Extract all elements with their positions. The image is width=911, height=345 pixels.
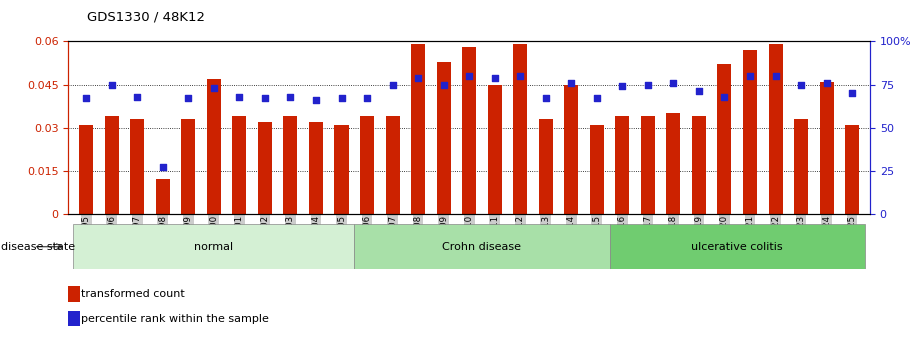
Bar [436,61,451,214]
Bar [79,125,93,214]
FancyBboxPatch shape [74,224,354,269]
Bar [589,125,604,214]
Point [768,73,783,79]
Text: GDS1330 / 48K12: GDS1330 / 48K12 [87,10,205,23]
Bar [743,50,757,214]
FancyBboxPatch shape [354,224,609,269]
Bar [207,79,220,214]
Point [258,96,272,101]
Bar [718,65,732,214]
Point [156,165,170,170]
Point [691,89,706,94]
Text: Crohn disease: Crohn disease [443,242,521,252]
Point [717,94,732,99]
Point [207,85,221,91]
Text: percentile rank within the sample: percentile rank within the sample [81,314,269,324]
Bar [640,116,655,214]
Point [819,80,834,86]
Point [436,82,451,87]
Point [640,82,655,87]
Point [793,82,808,87]
Bar [283,116,298,214]
Point [283,94,298,99]
Bar [794,119,808,214]
Bar [538,119,553,214]
Point [105,82,119,87]
Point [487,75,502,80]
Bar [334,125,349,214]
Text: normal: normal [194,242,233,252]
Bar [666,113,681,214]
Point [462,73,476,79]
Point [79,96,94,101]
Bar [513,44,527,214]
Point [411,75,425,80]
Point [360,96,374,101]
Bar [845,125,859,214]
Bar [769,44,783,214]
Point [513,73,527,79]
Bar [411,44,425,214]
Bar [309,122,323,214]
Bar [130,119,144,214]
Point [666,80,681,86]
Bar [820,82,834,214]
Bar [68,311,79,326]
Bar [487,85,502,214]
Text: disease state: disease state [1,242,75,252]
Point [181,96,196,101]
Point [615,83,630,89]
Bar [462,47,476,214]
Text: ulcerative colitis: ulcerative colitis [691,242,783,252]
Bar [232,116,246,214]
Point [538,96,553,101]
Point [742,73,757,79]
Point [130,94,145,99]
Bar [615,116,630,214]
Bar [68,286,79,302]
Bar [564,85,578,214]
Point [232,94,247,99]
Point [385,82,400,87]
Bar [181,119,195,214]
Point [564,80,578,86]
FancyBboxPatch shape [609,224,865,269]
Bar [105,116,118,214]
Bar [156,179,169,214]
Point [334,96,349,101]
Point [844,90,859,96]
Bar [692,116,706,214]
Point [309,97,323,103]
Bar [385,116,400,214]
Bar [258,122,272,214]
Bar [360,116,374,214]
Point [589,96,604,101]
Text: transformed count: transformed count [81,289,185,299]
